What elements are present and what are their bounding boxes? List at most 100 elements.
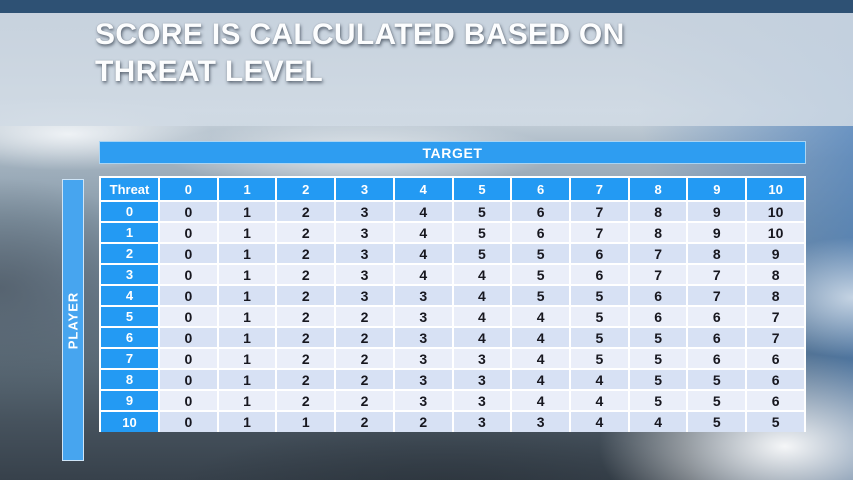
score-cell: 6 <box>569 263 630 286</box>
target-col-header: 7 <box>569 176 630 202</box>
score-cell: 1 <box>216 305 278 328</box>
score-cell: 0 <box>158 200 219 223</box>
score-cell: 0 <box>158 305 219 328</box>
score-cell: 1 <box>216 221 278 244</box>
score-cell: 5 <box>686 410 748 432</box>
player-row-header: 1 <box>99 221 160 244</box>
score-cell: 9 <box>686 200 748 223</box>
score-cell: 3 <box>334 200 395 223</box>
score-cell: 2 <box>334 368 395 391</box>
score-cell: 8 <box>627 221 689 244</box>
score-cell: 1 <box>216 410 278 432</box>
score-cell: 1 <box>216 263 278 286</box>
score-cell: 1 <box>216 389 278 412</box>
score-cell: 4 <box>392 221 454 244</box>
score-cell: 6 <box>627 284 689 307</box>
score-cell: 5 <box>510 263 572 286</box>
score-cell: 1 <box>216 326 278 349</box>
player-row-header: 7 <box>99 347 160 370</box>
corner-header-threat: Threat <box>99 176 160 202</box>
target-label: TARGET <box>422 144 483 161</box>
score-cell: 4 <box>392 200 454 223</box>
score-cell: 4 <box>569 389 630 412</box>
score-cell: 4 <box>392 263 454 286</box>
score-cell: 2 <box>275 389 337 412</box>
score-cell: 4 <box>451 305 513 328</box>
score-cell: 4 <box>510 326 572 349</box>
score-cell: 5 <box>510 284 572 307</box>
target-col-header: 2 <box>275 176 337 202</box>
target-col-header: 0 <box>158 176 219 202</box>
score-cell: 0 <box>158 263 219 286</box>
score-cell: 6 <box>686 326 748 349</box>
score-cell: 2 <box>334 305 395 328</box>
title-band <box>0 13 853 126</box>
target-col-header: 3 <box>334 176 395 202</box>
score-cell: 0 <box>158 389 219 412</box>
score-cell: 3 <box>451 410 513 432</box>
score-cell: 4 <box>510 389 572 412</box>
score-cell: 2 <box>334 347 395 370</box>
top-accent-strip <box>0 0 853 13</box>
score-cell: 7 <box>745 305 806 328</box>
score-cell: 2 <box>275 221 337 244</box>
score-cell: 3 <box>392 347 454 370</box>
score-cell: 4 <box>627 410 689 432</box>
score-cell: 0 <box>158 221 219 244</box>
score-cell: 2 <box>275 305 337 328</box>
score-cell: 2 <box>334 389 395 412</box>
score-cell: 1 <box>275 410 337 432</box>
score-cell: 2 <box>275 200 337 223</box>
slide-title: SCORE IS CALCULATED BASED ON THREAT LEVE… <box>95 18 625 88</box>
player-row-header: 8 <box>99 368 160 391</box>
score-cell: 1 <box>216 368 278 391</box>
score-cell: 10 <box>745 200 806 223</box>
score-cell: 4 <box>569 410 630 432</box>
score-cell: 2 <box>275 263 337 286</box>
score-cell: 6 <box>745 389 806 412</box>
score-cell: 5 <box>686 389 748 412</box>
score-cell: 6 <box>510 221 572 244</box>
score-cell: 6 <box>686 305 748 328</box>
score-cell: 7 <box>569 200 630 223</box>
score-cell: 0 <box>158 242 219 265</box>
score-cell: 3 <box>392 305 454 328</box>
score-cell: 8 <box>627 200 689 223</box>
target-col-header: 1 <box>216 176 278 202</box>
score-cell: 7 <box>745 326 806 349</box>
score-cell: 8 <box>686 242 748 265</box>
score-cell: 5 <box>627 368 689 391</box>
score-cell: 2 <box>334 410 395 432</box>
score-cell: 3 <box>392 284 454 307</box>
score-cell: 0 <box>158 347 219 370</box>
score-cell: 5 <box>569 326 630 349</box>
score-cell: 4 <box>569 368 630 391</box>
score-cell: 5 <box>627 389 689 412</box>
table-row: 0 0 1 2 3 4 5 6 7 8 9 10 <box>99 200 806 223</box>
score-cell: 7 <box>569 221 630 244</box>
score-cell: 1 <box>216 347 278 370</box>
score-cell: 1 <box>216 242 278 265</box>
score-cell: 3 <box>334 221 395 244</box>
score-cell: 7 <box>627 263 689 286</box>
score-cell: 9 <box>745 242 806 265</box>
score-cell: 4 <box>451 263 513 286</box>
header-row: Threat 0 1 2 3 4 5 6 7 8 9 10 <box>99 176 806 202</box>
player-row-header: 2 <box>99 242 160 265</box>
score-cell: 3 <box>334 284 395 307</box>
score-cell: 8 <box>745 284 806 307</box>
score-cell: 5 <box>451 221 513 244</box>
score-cell: 3 <box>392 326 454 349</box>
score-cell: 0 <box>158 284 219 307</box>
score-cell: 4 <box>451 284 513 307</box>
score-cell: 2 <box>275 326 337 349</box>
score-cell: 6 <box>686 347 748 370</box>
score-cell: 4 <box>510 368 572 391</box>
score-cell: 5 <box>686 368 748 391</box>
player-row-header: 5 <box>99 305 160 328</box>
player-row-header: 6 <box>99 326 160 349</box>
